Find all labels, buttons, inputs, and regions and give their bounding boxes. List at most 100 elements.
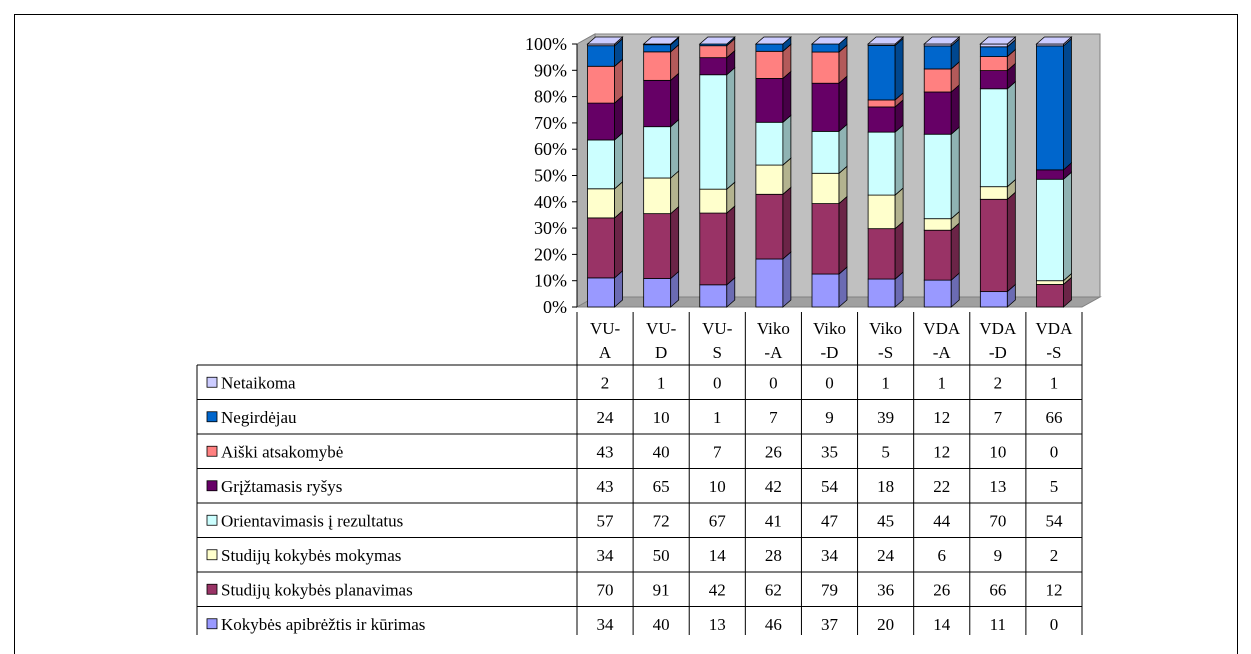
bar-segment bbox=[755, 43, 784, 52]
data-label: 54 bbox=[821, 477, 839, 496]
category-label: A bbox=[599, 343, 612, 362]
category-label: -D bbox=[821, 343, 839, 362]
bar-segment bbox=[979, 70, 1008, 90]
bar-top bbox=[698, 36, 736, 45]
bar-segment-side bbox=[838, 195, 848, 275]
data-label: 65 bbox=[653, 477, 670, 496]
data-label: 72 bbox=[653, 511, 670, 530]
bar-segment bbox=[1036, 284, 1064, 308]
bar-segment bbox=[867, 106, 896, 133]
y-tick-label: 60% bbox=[534, 139, 567, 159]
data-label: 7 bbox=[769, 408, 778, 427]
data-label: 1 bbox=[881, 373, 890, 392]
bar-segment bbox=[643, 79, 672, 128]
bar-top bbox=[754, 36, 792, 45]
bar-segment bbox=[587, 102, 615, 141]
bar-segment bbox=[643, 278, 672, 308]
legend-entry: Netaikoma bbox=[221, 373, 296, 392]
data-label: 43 bbox=[597, 442, 614, 461]
data-label: 9 bbox=[994, 546, 1003, 565]
data-label: 7 bbox=[994, 408, 1003, 427]
data-label: 6 bbox=[937, 546, 946, 565]
bar-segment bbox=[699, 188, 728, 214]
bar-segment-side bbox=[1006, 80, 1016, 188]
data-label: 46 bbox=[765, 615, 782, 634]
data-label: 34 bbox=[821, 546, 839, 565]
legend-swatch bbox=[206, 583, 218, 595]
bar-segment bbox=[1036, 280, 1064, 285]
bar-segment bbox=[867, 228, 896, 280]
data-label: 12 bbox=[1045, 580, 1062, 599]
data-label: 42 bbox=[765, 477, 782, 496]
bar-segment bbox=[587, 65, 615, 104]
bar-segment bbox=[923, 68, 952, 93]
data-label: 35 bbox=[821, 442, 838, 461]
stacked-bar-chart: 0% 10% 20% 30% 40% 50% 60% 70% 80% 90% 100% VU- A VU-… bbox=[196, 33, 1102, 635]
legend-entry: Studijų kokybės mokymas bbox=[221, 546, 401, 565]
data-label: 41 bbox=[765, 511, 782, 530]
bar-segment bbox=[979, 43, 1008, 48]
bar-segment-side bbox=[1063, 171, 1072, 282]
data-label: 2 bbox=[601, 373, 610, 392]
category-label: VDA bbox=[923, 319, 961, 338]
chart-frame bbox=[14, 14, 1238, 654]
legend-entry: Negirdėjau bbox=[221, 408, 297, 427]
bar-segment bbox=[587, 45, 615, 67]
bar-segment bbox=[979, 88, 1008, 188]
data-label: 5 bbox=[1050, 477, 1059, 496]
bar-segment-side bbox=[614, 210, 623, 279]
category-label: VU- bbox=[646, 319, 677, 338]
bar-top bbox=[586, 36, 624, 45]
data-label: 0 bbox=[713, 373, 722, 392]
data-label: 67 bbox=[709, 511, 727, 530]
data-label: 39 bbox=[877, 408, 894, 427]
data-label: 66 bbox=[1045, 408, 1062, 427]
bar-top bbox=[923, 36, 961, 45]
legend-entry: Studijų kokybės planavimas bbox=[221, 580, 413, 599]
category-label: Viko bbox=[869, 319, 902, 338]
data-label: 0 bbox=[1050, 442, 1059, 461]
bar-segment bbox=[811, 82, 840, 132]
bar-segment bbox=[923, 91, 952, 135]
bar-segment bbox=[867, 99, 896, 108]
bar-top bbox=[979, 36, 1017, 45]
data-label: 10 bbox=[709, 477, 726, 496]
bar-segment bbox=[755, 164, 784, 195]
legend-entry: Orientavimasis į rezultatus bbox=[221, 511, 403, 530]
bar-segment bbox=[755, 121, 784, 166]
bar-segment-side bbox=[894, 124, 904, 196]
bar-segment bbox=[643, 44, 672, 53]
legend-swatch bbox=[206, 549, 218, 561]
bar-segment bbox=[923, 218, 952, 231]
legend-swatch bbox=[206, 514, 218, 526]
legend-entry: Grįžtamasis ryšys bbox=[221, 477, 342, 496]
bar-top bbox=[867, 36, 905, 45]
data-label: 5 bbox=[881, 442, 890, 461]
legend-entry: Kokybės apibrėžtis ir kūrimas bbox=[221, 615, 425, 634]
bar-segment-side bbox=[950, 84, 960, 136]
data-label: 79 bbox=[821, 580, 838, 599]
bar-segment bbox=[587, 277, 615, 308]
bar-segment-side bbox=[1006, 191, 1016, 293]
bar-segment-side bbox=[1063, 37, 1072, 171]
legend-swatch bbox=[206, 445, 218, 457]
bar-segment bbox=[867, 44, 896, 101]
y-tick-label: 10% bbox=[534, 271, 567, 291]
bar-segment bbox=[643, 213, 672, 279]
bar-segment-side bbox=[614, 95, 623, 141]
bar-segment bbox=[811, 203, 840, 275]
bar-top bbox=[810, 36, 849, 45]
data-label: 26 bbox=[765, 442, 782, 461]
bar-segment bbox=[755, 78, 784, 123]
y-tick-label: 100% bbox=[525, 34, 567, 54]
bar-segment bbox=[699, 57, 728, 76]
bar-segment bbox=[811, 172, 840, 204]
data-label: 1 bbox=[713, 408, 722, 427]
data-label: 40 bbox=[653, 442, 670, 461]
data-label: 1 bbox=[1050, 373, 1059, 392]
data-label: 2 bbox=[1050, 546, 1059, 565]
category-label: Viko bbox=[813, 319, 846, 338]
data-label: 44 bbox=[933, 511, 951, 530]
data-label: 20 bbox=[877, 615, 894, 634]
bar-segment-side bbox=[726, 205, 736, 286]
